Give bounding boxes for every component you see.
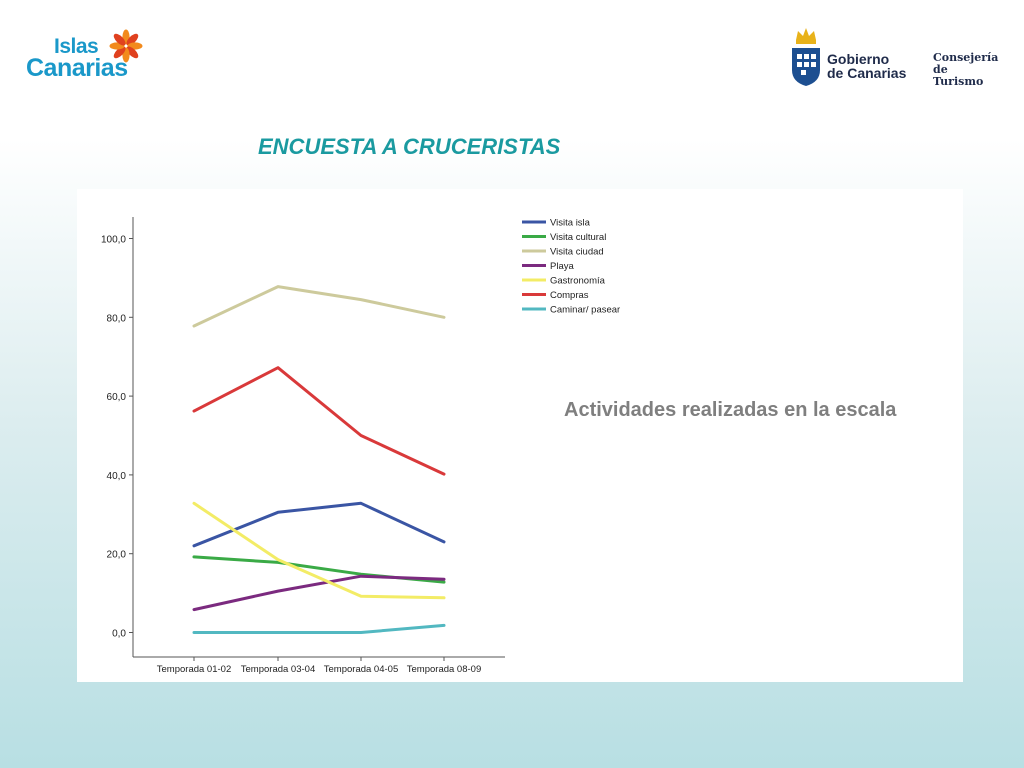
logo-word-islas: Islas: [54, 35, 99, 58]
y-tick-label: 100,0: [101, 235, 126, 246]
x-tick-label: Temporada 08-09: [407, 664, 481, 675]
flower-petal: [113, 33, 126, 46]
gobierno-de-canarias-logo: Gobierno de Canarias Consejería de Turis…: [786, 24, 1001, 90]
flower-petal: [126, 33, 139, 46]
coat-of-arms-icon: [792, 28, 820, 86]
legend-label: Playa: [550, 261, 574, 272]
y-tick-label: 40,0: [107, 471, 127, 482]
gobierno-line2: de Canarias: [827, 65, 907, 81]
series-line: [192, 574, 446, 612]
islas-canarias-logo: Islas Canarias: [26, 28, 146, 84]
consejeria-line2: de Turismo: [933, 63, 984, 88]
gobierno-line1: Gobierno: [827, 51, 890, 67]
x-tick-label: Temporada 01-02: [157, 664, 231, 675]
flower-icon: [109, 29, 143, 63]
legend-label: Visita isla: [550, 218, 591, 229]
flower-petal: [113, 46, 126, 59]
legend-label: Gastronomía: [550, 276, 606, 287]
legend-label: Visita cultural: [550, 232, 606, 243]
y-tick-label: 60,0: [107, 392, 127, 403]
y-tick-label: 80,0: [107, 313, 127, 324]
line-chart: 0,0 20,0 40,0 60,0 80,0 100,0 Temporada 01-02 T…: [101, 217, 620, 675]
legend-label: Compras: [550, 290, 589, 301]
logo-word-canarias: Canarias: [26, 54, 128, 82]
legend-label: Caminar/ pasear: [550, 305, 620, 316]
y-tick-label: 20,0: [107, 550, 127, 561]
flower-petal: [126, 46, 139, 59]
consejeria-text: Consejería de Turismo: [933, 52, 999, 88]
chart-panel: 0,0 20,0 40,0 60,0 80,0 100,0 Temporada 01-02 T…: [77, 189, 963, 682]
series-line: [192, 623, 446, 634]
gobierno-text: Gobierno de Canarias: [827, 52, 927, 80]
series-line: [192, 501, 446, 548]
chart-subtitle: Actividades realizadas en la escala: [564, 399, 897, 421]
series-line: [192, 366, 446, 476]
y-tick-label: 0,0: [112, 629, 126, 640]
consejeria-line1: Consejería: [933, 51, 999, 64]
x-tick-label: Temporada 04-05: [324, 664, 398, 675]
x-tick-label: Temporada 03-04: [241, 664, 315, 675]
slide-title: ENCUESTA A CRUCERISTAS: [258, 134, 561, 159]
series-line: [192, 285, 446, 328]
series-line: [192, 501, 446, 600]
legend-label: Visita ciudad: [550, 247, 604, 258]
